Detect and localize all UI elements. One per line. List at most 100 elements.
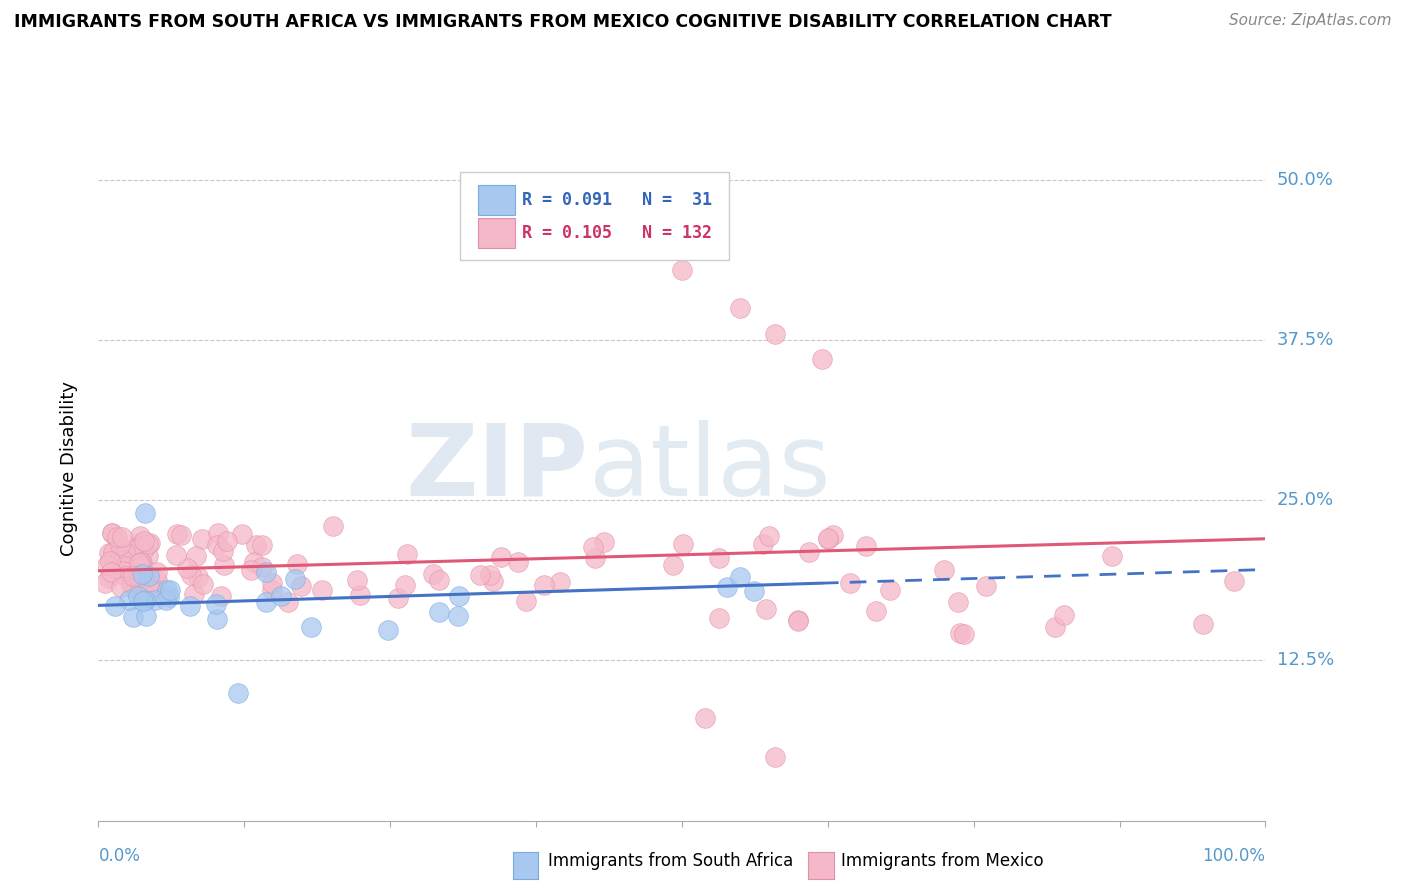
- Point: [146, 566, 169, 580]
- Text: 37.5%: 37.5%: [1277, 331, 1334, 349]
- Point: [429, 573, 451, 587]
- Point: [228, 685, 250, 699]
- Point: [728, 569, 751, 583]
- Point: [128, 536, 150, 550]
- Point: [730, 301, 752, 315]
- Point: [111, 565, 134, 579]
- Point: [752, 537, 775, 551]
- Text: Source: ZipAtlas.com: Source: ZipAtlas.com: [1229, 13, 1392, 29]
- Point: [262, 583, 284, 598]
- Point: [120, 578, 142, 592]
- Point: [508, 555, 530, 569]
- Point: [129, 539, 152, 553]
- Point: [209, 589, 232, 603]
- Point: [322, 519, 344, 533]
- Point: [932, 563, 955, 577]
- FancyBboxPatch shape: [460, 172, 728, 260]
- Point: [96, 558, 118, 573]
- Point: [470, 567, 492, 582]
- Point: [124, 582, 146, 596]
- Point: [707, 551, 730, 566]
- Point: [135, 609, 157, 624]
- Point: [131, 594, 153, 608]
- Point: [447, 589, 470, 603]
- Point: [138, 537, 160, 551]
- Point: [491, 549, 513, 564]
- Point: [974, 579, 997, 593]
- Point: [104, 599, 127, 613]
- Point: [134, 506, 156, 520]
- Point: [128, 569, 150, 583]
- Point: [377, 623, 399, 637]
- Point: [131, 566, 153, 581]
- Point: [124, 572, 146, 586]
- Point: [105, 561, 128, 575]
- Point: [593, 535, 616, 549]
- Point: [422, 567, 444, 582]
- Point: [111, 530, 134, 544]
- Point: [855, 539, 877, 553]
- Point: [110, 549, 132, 564]
- Point: [395, 547, 418, 561]
- Point: [515, 594, 537, 608]
- Point: [155, 593, 177, 607]
- Point: [114, 569, 136, 583]
- Point: [207, 612, 229, 626]
- Point: [447, 608, 470, 623]
- Point: [131, 556, 153, 570]
- Point: [284, 573, 307, 587]
- Point: [811, 352, 834, 367]
- Point: [138, 577, 160, 591]
- Point: [387, 591, 409, 605]
- Point: [139, 581, 162, 595]
- Point: [110, 580, 132, 594]
- Point: [183, 587, 205, 601]
- Point: [111, 553, 134, 567]
- Point: [1223, 574, 1246, 589]
- Point: [205, 597, 228, 611]
- Point: [159, 583, 181, 598]
- Text: R = 0.091   N =  31: R = 0.091 N = 31: [522, 191, 711, 209]
- Text: 0.0%: 0.0%: [98, 847, 141, 865]
- Point: [124, 582, 146, 597]
- Text: ZIP: ZIP: [406, 420, 589, 516]
- Point: [138, 549, 160, 564]
- Point: [114, 559, 136, 574]
- Point: [129, 555, 152, 569]
- Point: [134, 593, 156, 607]
- Point: [716, 580, 738, 594]
- Point: [427, 605, 450, 619]
- Point: [157, 590, 180, 604]
- Point: [170, 527, 193, 541]
- Point: [1053, 607, 1076, 622]
- Point: [277, 595, 299, 609]
- FancyBboxPatch shape: [478, 185, 515, 215]
- Point: [879, 583, 901, 598]
- Point: [139, 536, 162, 550]
- Point: [145, 573, 167, 587]
- Point: [128, 529, 150, 543]
- Point: [122, 579, 145, 593]
- Point: [191, 577, 214, 591]
- Point: [270, 589, 292, 603]
- Point: [101, 545, 124, 559]
- Point: [582, 541, 605, 555]
- Text: Immigrants from South Africa: Immigrants from South Africa: [548, 852, 793, 870]
- Point: [101, 526, 124, 541]
- Point: [239, 563, 262, 577]
- Point: [285, 558, 308, 572]
- Point: [550, 575, 572, 590]
- Point: [176, 561, 198, 575]
- Point: [252, 559, 274, 574]
- Point: [589, 224, 612, 238]
- Point: [949, 626, 972, 640]
- Point: [245, 538, 267, 552]
- Point: [755, 601, 778, 615]
- Point: [231, 527, 253, 541]
- Y-axis label: Cognitive Disability: Cognitive Disability: [59, 381, 77, 556]
- Point: [260, 576, 283, 591]
- Point: [1043, 620, 1066, 634]
- Point: [127, 540, 149, 554]
- Point: [758, 529, 780, 543]
- Point: [110, 538, 132, 552]
